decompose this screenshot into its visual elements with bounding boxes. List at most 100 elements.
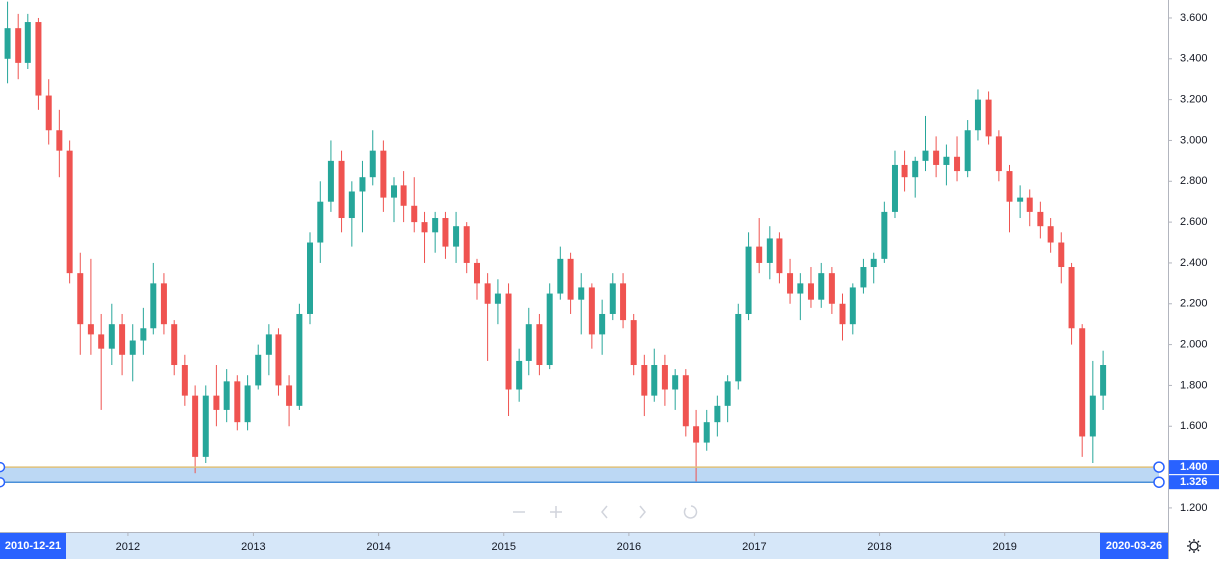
candle-body: [933, 150, 940, 165]
candle-body: [192, 395, 199, 457]
candle-body: [202, 395, 209, 457]
range-handle[interactable]: [0, 476, 6, 488]
candle-body: [473, 262, 480, 284]
candle-body: [432, 218, 439, 233]
candle-body: [995, 136, 1002, 172]
candle-body: [609, 283, 616, 314]
reset[interactable]: [683, 505, 698, 519]
candle-body: [1089, 395, 1096, 437]
candle-body: [682, 375, 689, 427]
candle-body: [348, 191, 355, 219]
x-tick-label: 2014: [366, 541, 390, 553]
candle-body: [735, 313, 742, 382]
candle-body: [1006, 171, 1013, 202]
candle-body: [870, 258, 877, 268]
candle-body: [901, 164, 908, 178]
date-label-box: [0, 533, 66, 559]
candle-body: [525, 324, 532, 361]
candle-body: [516, 360, 523, 390]
candle-body: [641, 365, 648, 396]
candle-body: [56, 130, 63, 151]
candle-body: [849, 287, 856, 325]
candle-body: [140, 328, 147, 341]
candle-body: [77, 273, 84, 325]
y-tick-label: 2.000: [1180, 339, 1208, 351]
candle-body: [693, 426, 700, 443]
candle-body: [24, 22, 31, 63]
y-tick-label: 2.200: [1180, 298, 1208, 310]
candle-body: [421, 222, 428, 233]
range-start-label: 2010-12-21: [5, 540, 61, 552]
candle-body: [1058, 242, 1065, 268]
candle-body: [45, 95, 52, 131]
candle-body: [327, 160, 334, 202]
candle-body: [181, 365, 188, 396]
x-tick-label: 2016: [617, 541, 641, 553]
candle-body: [974, 99, 981, 131]
candle-body: [265, 334, 272, 355]
candle-body: [891, 164, 898, 212]
candle-body: [828, 273, 835, 304]
price-range-band: [0, 467, 1159, 483]
candle-body: [317, 201, 324, 243]
x-axis-highlight: [0, 532, 1168, 559]
candle-body: [1079, 328, 1086, 437]
candle-body: [234, 381, 241, 423]
candle-body: [223, 381, 230, 410]
x-tick-label: 2017: [742, 541, 766, 553]
date-label-box: [1100, 533, 1168, 559]
candle-body: [369, 150, 376, 178]
candle-body: [578, 287, 585, 300]
candle-body: [1037, 211, 1044, 227]
candle-body: [1100, 365, 1107, 396]
candle-body: [620, 283, 627, 321]
candle-body: [400, 185, 407, 206]
candle-body: [703, 422, 710, 443]
candle-body: [766, 238, 773, 263]
candle-body: [307, 242, 314, 314]
x-tick-label: 2013: [241, 541, 265, 553]
candle-body: [672, 375, 679, 390]
zoom-in[interactable]: [550, 506, 562, 518]
zoom-toolbar[interactable]: [513, 505, 698, 519]
candle-body: [943, 156, 950, 165]
range-handle[interactable]: [1153, 461, 1165, 473]
candle-body: [244, 385, 251, 423]
candle-body: [912, 160, 919, 178]
range-handle[interactable]: [1153, 476, 1165, 488]
price-label: 1.326: [1180, 476, 1208, 488]
scroll-right[interactable]: [639, 505, 646, 519]
settings[interactable]: [1187, 539, 1201, 553]
candle-body: [839, 303, 846, 325]
candle-body: [546, 293, 553, 366]
candle-body: [787, 273, 794, 294]
price-label-box: [1169, 460, 1219, 475]
y-tick-label: 1.800: [1180, 379, 1208, 391]
y-tick-label: 2.600: [1180, 216, 1208, 228]
candle-body: [391, 185, 398, 198]
candle-body: [985, 99, 992, 137]
candle-body: [4, 28, 11, 59]
candle-body: [1068, 267, 1075, 329]
candle-body: [442, 218, 449, 247]
y-tick-label: 2.800: [1180, 175, 1208, 187]
range-handle[interactable]: [0, 461, 6, 473]
candle-body: [87, 324, 94, 335]
candle-body: [860, 267, 867, 288]
x-tick-label: 2019: [992, 541, 1016, 553]
candle-body: [411, 205, 418, 223]
candle-body: [15, 28, 22, 63]
candle-body: [724, 381, 731, 406]
candle-body: [463, 226, 470, 263]
candle-body: [150, 283, 157, 329]
candle-body: [484, 283, 491, 304]
candle-body: [453, 226, 460, 247]
candle-body: [964, 130, 971, 172]
candle-body: [881, 211, 888, 259]
price-label-box: [1169, 475, 1219, 490]
candle-body: [1017, 197, 1024, 202]
candle-body: [338, 160, 345, 219]
range-end-label: 2020-03-26: [1106, 540, 1162, 552]
candle-body: [66, 150, 73, 274]
scroll-left[interactable]: [601, 505, 608, 519]
